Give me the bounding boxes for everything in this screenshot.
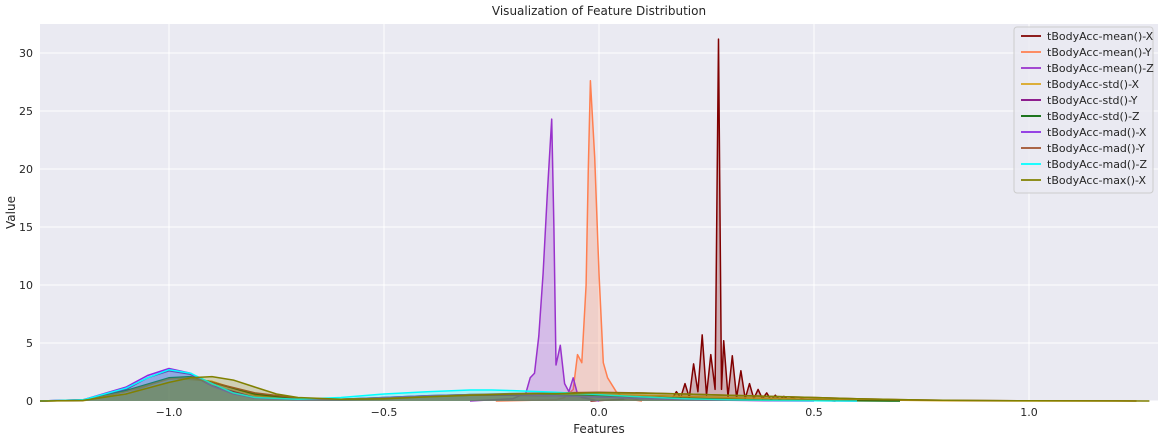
series-group bbox=[469, 118, 600, 402]
legend-item: tBodyAcc-mean()-X bbox=[1021, 30, 1154, 43]
series-line bbox=[469, 118, 600, 402]
chart-title: Visualization of Feature Distribution bbox=[492, 4, 706, 18]
x-tick-label: −1.0 bbox=[156, 406, 183, 419]
legend-box bbox=[1013, 26, 1154, 194]
legend-label: tBodyAcc-mad()-X bbox=[1047, 126, 1147, 139]
y-tick-label: 0 bbox=[26, 395, 33, 408]
legend-label: tBodyAcc-mean()-Z bbox=[1047, 62, 1154, 75]
series-area-fill bbox=[40, 368, 814, 401]
legend-item: tBodyAcc-mad()-X bbox=[1021, 126, 1147, 139]
x-tick-label: 1.0 bbox=[1020, 406, 1038, 419]
series-group bbox=[39, 375, 1150, 402]
legend-label: tBodyAcc-mean()-Y bbox=[1047, 46, 1152, 59]
legend-label: tBodyAcc-max()-X bbox=[1047, 174, 1146, 187]
legend-label: tBodyAcc-std()-Y bbox=[1047, 94, 1138, 107]
y-tick-label: 5 bbox=[26, 337, 33, 350]
legend-label: tBodyAcc-mad()-Y bbox=[1047, 142, 1145, 155]
grid-lines bbox=[40, 24, 1158, 402]
legend-item: tBodyAcc-mad()-Z bbox=[1021, 158, 1147, 171]
legend-label: tBodyAcc-std()-X bbox=[1047, 78, 1140, 91]
legend: tBodyAcc-mean()-X tBodyAcc-mean()-Y tBodyA… bbox=[1013, 26, 1154, 194]
legend-item: tBodyAcc-std()-X bbox=[1021, 78, 1140, 91]
x-tick-label: 0.5 bbox=[805, 406, 823, 419]
legend-item: tBodyAcc-std()-Z bbox=[1021, 110, 1140, 123]
y-tick-label: 30 bbox=[19, 47, 33, 60]
y-axis-label: Value bbox=[4, 196, 18, 229]
x-axis-label: Features bbox=[573, 422, 625, 436]
legend-label: tBodyAcc-std()-Z bbox=[1047, 110, 1140, 123]
x-tick-label: 0.0 bbox=[590, 406, 608, 419]
legend-item: tBodyAcc-max()-X bbox=[1021, 174, 1146, 187]
series-area-fill bbox=[40, 369, 857, 401]
y-tick-label: 20 bbox=[19, 163, 33, 176]
series-area-fill bbox=[40, 370, 857, 401]
series-area-fill bbox=[40, 376, 900, 401]
series-line bbox=[39, 375, 1150, 402]
legend-label: tBodyAcc-mean()-X bbox=[1047, 30, 1154, 43]
series-group bbox=[39, 368, 858, 402]
series-area-fill bbox=[40, 377, 1137, 401]
y-tick-label: 25 bbox=[19, 105, 33, 118]
y-tick-label: 15 bbox=[19, 221, 33, 234]
axes: −1.0 −0.5 0.0 0.5 1.0 0 5 10 15 20 25 30 bbox=[19, 47, 1038, 419]
legend-item: tBodyAcc-std()-Y bbox=[1021, 94, 1138, 107]
series-area-fill bbox=[40, 376, 1150, 401]
legend-item: tBodyAcc-mad()-Y bbox=[1021, 142, 1145, 155]
series-line bbox=[39, 368, 858, 402]
x-tick-label: −0.5 bbox=[371, 406, 398, 419]
legend-item: tBodyAcc-mean()-Y bbox=[1021, 46, 1152, 59]
y-tick-label: 10 bbox=[19, 279, 33, 292]
series-layer bbox=[39, 38, 1150, 402]
legend-label: tBodyAcc-mad()-Z bbox=[1047, 158, 1147, 171]
legend-item: tBodyAcc-mean()-Z bbox=[1021, 62, 1154, 75]
